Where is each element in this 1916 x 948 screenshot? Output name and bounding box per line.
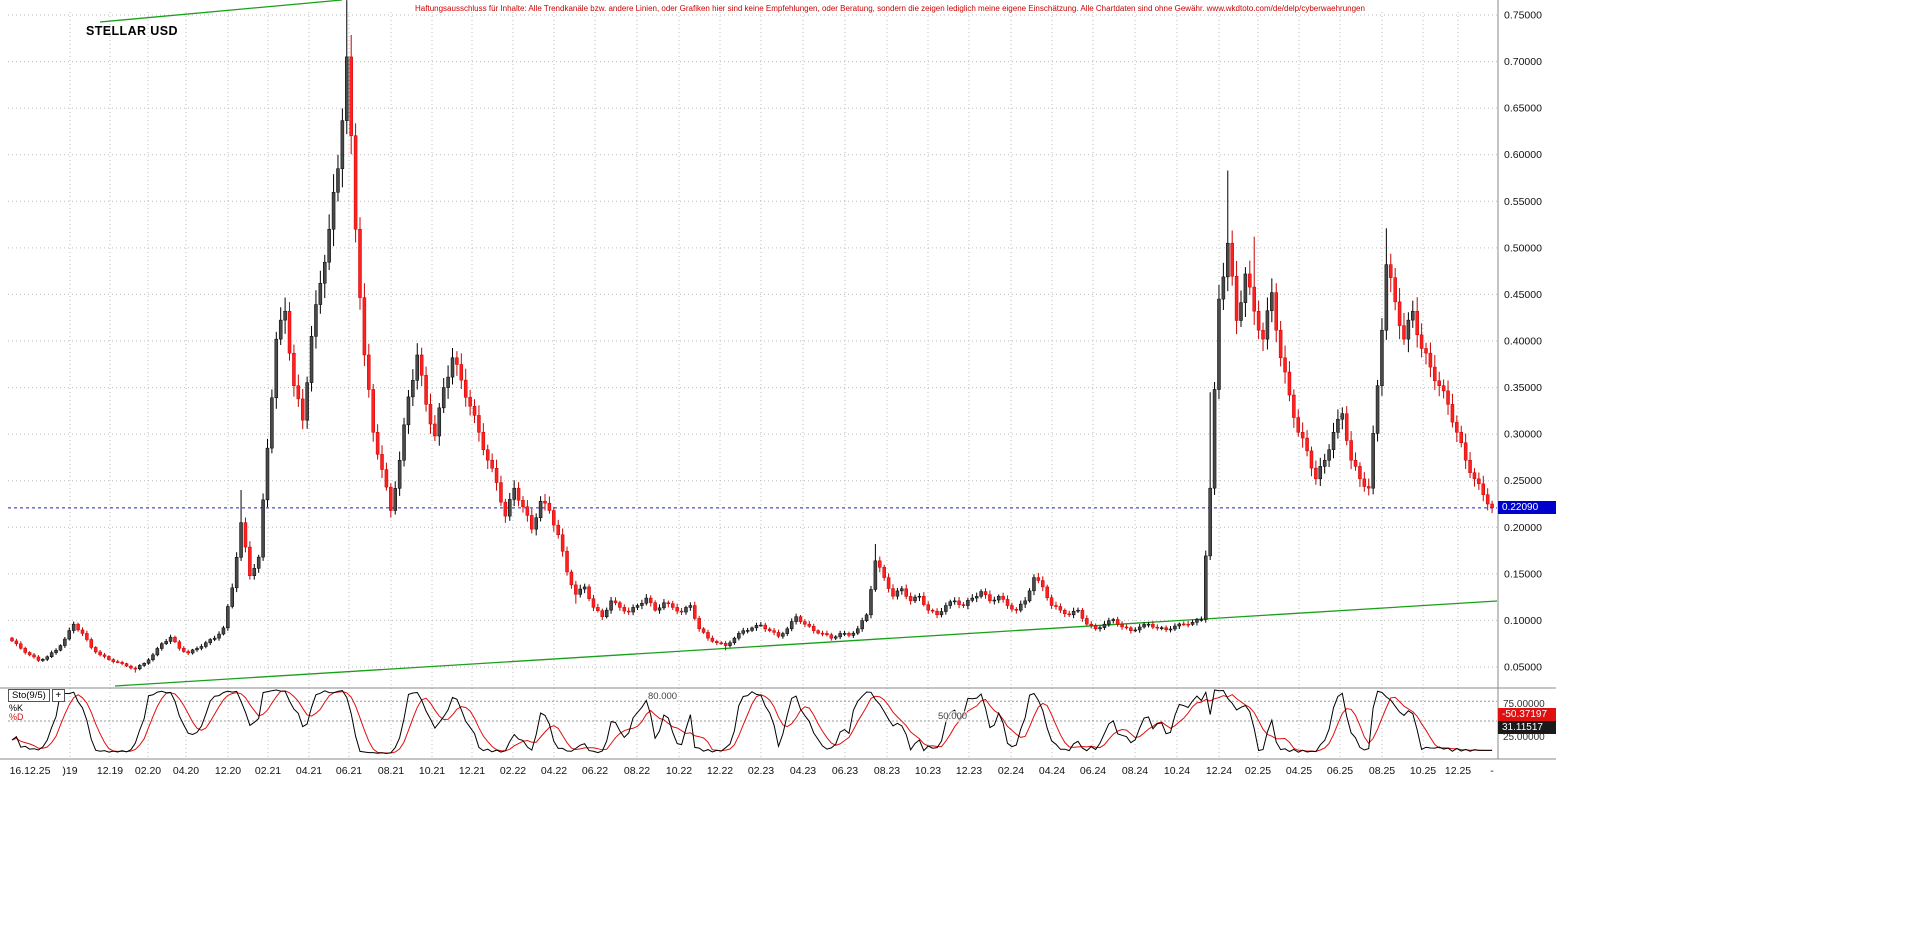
svg-text:04.25: 04.25 (1286, 765, 1312, 777)
sto-d-legend: %D (9, 712, 24, 722)
svg-text:02.25: 02.25 (1245, 765, 1271, 777)
trend-lines (8, 0, 1498, 687)
svg-text:0.75000: 0.75000 (1504, 10, 1542, 22)
svg-text:06.23: 06.23 (832, 765, 858, 777)
svg-text:12.25: 12.25 (1445, 765, 1471, 777)
stochastic-panel (8, 689, 1497, 755)
svg-text:0.05000: 0.05000 (1504, 662, 1542, 674)
svg-text:08.22: 08.22 (624, 765, 650, 777)
svg-text:-: - (1490, 765, 1494, 777)
svg-text:10.21: 10.21 (419, 765, 445, 777)
svg-text:12.21: 12.21 (459, 765, 485, 777)
svg-text:08.23: 08.23 (874, 765, 900, 777)
grid-lines (0, 0, 1556, 760)
svg-text:0.35000: 0.35000 (1504, 382, 1542, 394)
sto-50-gridline-label: 50.000 (938, 711, 968, 722)
svg-text:0.40000: 0.40000 (1504, 336, 1542, 348)
svg-text:0.70000: 0.70000 (1504, 56, 1542, 68)
svg-text:10.23: 10.23 (915, 765, 941, 777)
svg-text:0.10000: 0.10000 (1504, 615, 1542, 627)
disclaimer-text: Haftungsausschluss für Inhalte: Alle Tre… (415, 4, 1365, 13)
chart-title: STELLAR USD (86, 24, 178, 38)
sto-k-line (11, 689, 1493, 755)
svg-text:12.24: 12.24 (1206, 765, 1232, 777)
svg-text:10.25: 10.25 (1410, 765, 1436, 777)
svg-text:04.21: 04.21 (296, 765, 322, 777)
svg-text:04.20: 04.20 (173, 765, 199, 777)
svg-text:0.20000: 0.20000 (1504, 522, 1542, 534)
svg-text:16.12.25: 16.12.25 (10, 765, 51, 777)
sto-k-value-badge: 31.11517 (1498, 721, 1556, 734)
svg-text:06.21: 06.21 (336, 765, 362, 777)
svg-text:0.25000: 0.25000 (1504, 475, 1542, 487)
axis-labels: 0.75000 0.70000 0.65000 0.60000 0.55000 0.500… (10, 10, 1543, 778)
svg-text:0.55000: 0.55000 (1504, 196, 1542, 208)
svg-text:02.23: 02.23 (748, 765, 774, 777)
svg-text:06.22: 06.22 (582, 765, 608, 777)
trendline-upper-resistance (99, 0, 343, 23)
svg-text:12.22: 12.22 (707, 765, 733, 777)
svg-text:08.21: 08.21 (378, 765, 404, 777)
sto-indicator-label[interactable]: Sto(9/5) (8, 689, 50, 702)
svg-text:04.23: 04.23 (790, 765, 816, 777)
svg-text:0.65000: 0.65000 (1504, 103, 1542, 115)
svg-text:12.23: 12.23 (956, 765, 982, 777)
trendline-long-support (114, 600, 1498, 687)
svg-text:0.15000: 0.15000 (1504, 568, 1542, 580)
sto-axis-75-label: 75.00000 (1503, 699, 1545, 710)
sto-add-button[interactable]: + (51, 689, 65, 702)
svg-text:04.24: 04.24 (1039, 765, 1065, 777)
svg-text:12.20: 12.20 (215, 765, 241, 777)
svg-text:10.24: 10.24 (1164, 765, 1190, 777)
svg-text:)19: )19 (62, 765, 77, 777)
sto-axis-25-label: 25.00000 (1503, 732, 1545, 743)
candles (10, 0, 1494, 673)
current-price-badge: 0.22090 (1498, 501, 1556, 514)
svg-text:02.24: 02.24 (998, 765, 1024, 777)
sto-d-value-badge: -50.37197 (1498, 708, 1556, 721)
svg-text:02.22: 02.22 (500, 765, 526, 777)
svg-text:12.19: 12.19 (97, 765, 123, 777)
svg-text:06.24: 06.24 (1080, 765, 1106, 777)
svg-text:02.21: 02.21 (255, 765, 281, 777)
svg-text:04.22: 04.22 (541, 765, 567, 777)
svg-text:08.25: 08.25 (1369, 765, 1395, 777)
sto-legend: Sto(9/5) + (8, 689, 65, 702)
svg-text:02.20: 02.20 (135, 765, 161, 777)
sto-d-line (11, 690, 1493, 754)
svg-text:0.30000: 0.30000 (1504, 429, 1542, 441)
svg-text:06.25: 06.25 (1327, 765, 1353, 777)
sto-k-legend: %K (9, 703, 24, 713)
svg-text:10.22: 10.22 (666, 765, 692, 777)
svg-text:0.60000: 0.60000 (1504, 149, 1542, 161)
svg-text:0.45000: 0.45000 (1504, 289, 1542, 301)
svg-text:0.50000: 0.50000 (1504, 242, 1542, 254)
svg-text:08.24: 08.24 (1122, 765, 1148, 777)
sto-80-gridline-label: 80.000 (648, 691, 678, 702)
